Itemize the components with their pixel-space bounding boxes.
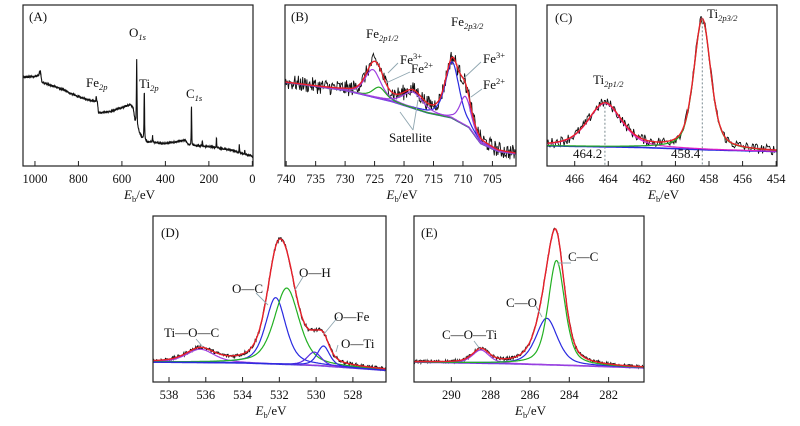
x-tick-label: 464 [599,172,619,186]
panel-e-leader-lines [473,262,571,350]
x-tick-label: 1000 [22,172,47,186]
panel-b-plot: 740 735 730 725 720 715 710 705 Eb/eV [277,51,516,204]
o-ti-label: O—Ti [341,336,375,351]
component-line-ti2p3-2 [547,18,777,151]
experimental-data-line [547,15,777,156]
panel-c-label: (C) [555,10,572,25]
component-line-o-h [153,287,386,371]
panel-e-label: (E) [421,225,438,240]
x-tick-label: 740 [277,172,296,186]
survey-spectrum-line [23,59,253,159]
panel-a-label: (A) [29,9,47,24]
fe2p32-label: Fe2p3/2 [451,14,484,31]
x-axis-label: Eb/eV [647,187,680,204]
panel-d-label: (D) [161,225,179,240]
x-tick-label: 532 [270,388,289,402]
x-axis-label: Eb/eV [255,403,288,420]
x-tick-label: 705 [483,172,502,186]
x-tick-label: 715 [424,172,443,186]
envelope-fit-line [414,227,644,368]
panel-d-frame [152,215,387,383]
component-line-c-c [414,259,644,368]
panel-b-label: (B) [291,9,308,24]
x-tick-label: 456 [733,172,752,186]
peak-marker-464-label: 464.2 [573,146,602,161]
fe3-right-label: Fe3+ [483,50,505,66]
panel-c-frame [546,4,778,167]
panel-b-frame [284,4,517,167]
x-tick-label: 454 [767,172,787,186]
x-tick-label: 282 [599,388,618,402]
peak-marker-458-label: 458.4 [671,146,701,161]
envelope-fit-line [547,17,777,151]
panel-a-frame [22,4,254,167]
x-tick-label: 538 [160,388,179,402]
c-o-ti-label: C—O—Ti [442,327,498,342]
fe2-right-label: Fe2+ [483,76,505,92]
x-tick-label: 458 [700,172,719,186]
x-tick-label: 528 [344,388,363,402]
x-tick-label: 710 [454,172,473,186]
x-tick-label: 720 [395,172,414,186]
c1s-label: C1s [186,86,203,103]
x-tick-label: 600 [113,172,132,186]
ti2p32-label: Ti2p3/2 [707,6,738,23]
x-tick-label: 400 [156,172,175,186]
x-tick-label: 286 [521,388,540,402]
ti-o-c-label: Ti—O—C [164,325,219,340]
c-c-label: C—C [568,249,598,264]
panel-a-survey: 1000 800 600 400 200 0 Eb/eV (A) O1s Fe2p Ti2p… [22,4,255,204]
x-tick-label: 735 [306,172,325,186]
panel-c-plot: 466 464 462 460 458 456 454 Eb/eV [547,15,787,204]
fe2p12-label: Fe2p1/2 [366,26,399,43]
panel-e-c1s: 290 288 286 284 282 Eb/eV (E) C—C C—O C—O—Ti [413,215,645,420]
satellite-label: Satellite [389,130,432,145]
panel-d-leader-lines [195,276,339,353]
x-tick-label: 730 [336,172,355,186]
x-tick-label: 725 [365,172,384,186]
panel-e-frame [413,215,645,383]
fe3-left-label: Fe3+ [400,51,422,67]
x-tick-label: 460 [666,172,685,186]
x-tick-label: 462 [632,172,651,186]
x-axis-label: Eb/eV [514,403,547,420]
x-tick-label: 530 [307,388,326,402]
ti2p-label: Ti2p [139,76,159,93]
panel-b-fe2p: 740 735 730 725 720 715 710 705 Eb/eV (B) Fe2p1/… [277,4,517,204]
o-c-label: O—C [232,281,263,296]
x-tick-label: 800 [69,172,88,186]
x-axis-label: Eb/eV [386,187,419,204]
ti2p12-label: Ti2p1/2 [593,72,624,89]
x-tick-label: 536 [196,388,215,402]
x-tick-label: 534 [233,388,253,402]
envelope-fit-line [285,56,516,154]
component-line-o-fe [153,345,386,371]
panel-a-plot: 1000 800 600 400 200 0 Eb/eV [22,59,255,204]
x-tick-label: 200 [199,172,218,186]
x-tick-label: 288 [481,388,500,402]
panel-d-o1s: 538 536 534 532 530 528 Eb/eV (D) O—C O—H Ti—O… [152,215,387,420]
x-tick-label: 466 [565,172,584,186]
o1s-label: O1s [129,25,147,42]
x-tick-label: 0 [249,172,255,186]
o-fe-label: O—Fe [334,309,370,324]
panel-c-ti2p: 466 464 462 460 458 456 454 Eb/eV (C) Ti2p3/2 T… [546,4,787,204]
c-o-label: C—O [506,295,537,310]
panel-b-leader-lines [385,61,483,131]
fe2p-label: Fe2p [86,75,108,92]
component-line-satellite [285,81,516,155]
x-tick-label: 290 [442,388,461,402]
panel-d-plot: 538 536 534 532 530 528 Eb/eV [153,237,386,420]
o-h-label: O—H [299,265,331,280]
envelope-fit-line [153,238,386,370]
panel-e-plot: 290 288 286 284 282 Eb/eV [414,227,644,420]
x-axis-label: Eb/eV [123,187,156,204]
x-tick-label: 284 [560,388,580,402]
fe2-left-label: Fe2+ [411,60,433,76]
